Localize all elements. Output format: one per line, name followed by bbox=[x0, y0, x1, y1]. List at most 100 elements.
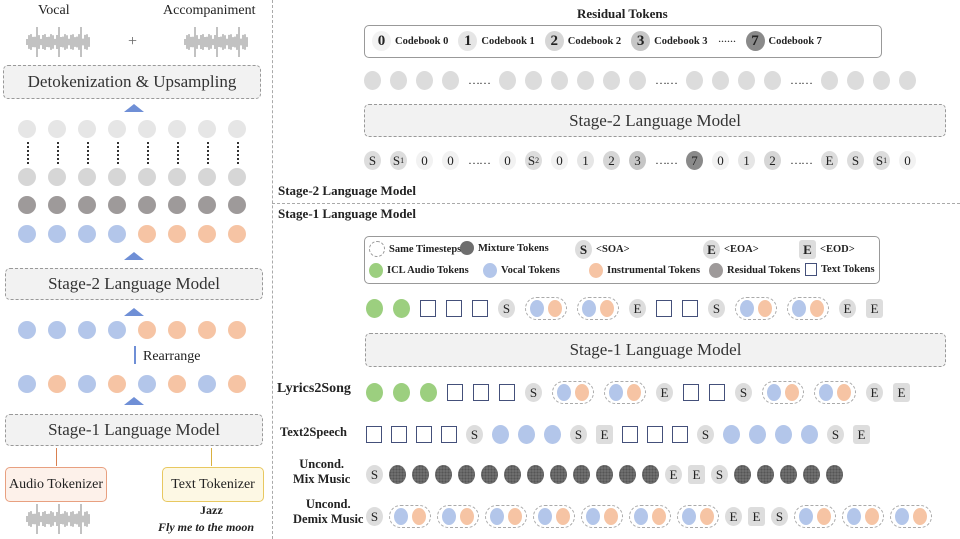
legend-text-tokens: Text Tokens bbox=[805, 263, 875, 276]
eod-icon: E bbox=[799, 240, 816, 259]
eod-token: E bbox=[893, 383, 910, 402]
residual-token bbox=[48, 120, 66, 138]
token-legend: Same Timesteps Mixture Tokens S <SOA> E <E… bbox=[364, 236, 880, 284]
instrumental-token bbox=[168, 225, 186, 243]
text-token bbox=[499, 384, 515, 401]
residual-token bbox=[138, 120, 156, 138]
text-token bbox=[622, 426, 638, 443]
genre-text: Jazz bbox=[200, 503, 223, 517]
eoa-token: E bbox=[665, 465, 682, 484]
legend-eod: E <EOD> bbox=[799, 240, 855, 259]
vocal-instrumental-pair bbox=[485, 505, 527, 528]
residual-token bbox=[78, 168, 96, 186]
left-panel-divider bbox=[272, 0, 273, 539]
stage1-section-label: Stage-1 Language Model bbox=[278, 206, 416, 221]
codebook-token-icon: 0 bbox=[372, 31, 391, 51]
ellipsis: …… bbox=[655, 153, 678, 167]
mixture-token bbox=[734, 465, 751, 484]
vocal-token bbox=[801, 425, 818, 444]
instrumental-token bbox=[198, 321, 216, 339]
legend-residual: Residual Tokens bbox=[709, 263, 800, 278]
instrumental-token bbox=[48, 375, 66, 393]
vocal-token bbox=[108, 321, 126, 339]
stage2-output-token bbox=[551, 71, 568, 90]
soa-token: S bbox=[735, 383, 752, 402]
rearrange-label: Rearrange bbox=[143, 349, 201, 364]
vocal-instrumental-pair bbox=[890, 505, 932, 528]
icl-audio-token bbox=[393, 299, 410, 318]
icl-audio-token bbox=[366, 383, 383, 402]
ellipsis: …… bbox=[655, 73, 678, 87]
stage2-output-token bbox=[847, 71, 864, 90]
residual-token bbox=[78, 196, 96, 214]
instrumental-token bbox=[412, 508, 426, 525]
codebook-legend bbox=[364, 25, 882, 58]
instrumental-token bbox=[556, 508, 570, 525]
text-token bbox=[682, 300, 698, 317]
vocal-instrumental-pair bbox=[735, 297, 777, 320]
legend-text: Instrumental Tokens bbox=[607, 265, 701, 276]
vocal-token bbox=[557, 384, 571, 401]
text-token-icon bbox=[805, 263, 817, 276]
legend-ellipsis: ······ bbox=[717, 33, 737, 48]
soa-token: S bbox=[570, 425, 587, 444]
codebook-label: Codebook 0 bbox=[395, 35, 449, 47]
vocal-instrumental-pair bbox=[389, 505, 431, 528]
residual-token bbox=[138, 196, 156, 214]
vocal-token bbox=[538, 508, 552, 525]
stage2-input-token: 2 bbox=[764, 151, 781, 170]
legend-text: Mixture Tokens bbox=[478, 242, 549, 254]
soa-token: S bbox=[525, 383, 542, 402]
task-label: Lyrics2Song bbox=[277, 381, 351, 396]
ellipsis-dots bbox=[117, 142, 119, 164]
icl-audio-token bbox=[393, 383, 410, 402]
stage2-output-token bbox=[712, 71, 729, 90]
instrumental-token bbox=[810, 300, 824, 317]
residual-token bbox=[228, 168, 246, 186]
codebook-legend-item: 7 Codebook 7 bbox=[745, 31, 822, 51]
vocal-token bbox=[749, 425, 766, 444]
residual-token bbox=[108, 168, 126, 186]
up-arrow-icon bbox=[124, 308, 144, 316]
eoa-token: E bbox=[656, 383, 673, 402]
task-label: Uncond. Demix Music bbox=[293, 497, 364, 526]
up-arrow-icon bbox=[124, 397, 144, 405]
vocal-instrumental-pair bbox=[525, 297, 567, 320]
residual-token bbox=[198, 120, 216, 138]
mixture-token bbox=[757, 465, 774, 484]
vocal-instrumental-pair bbox=[552, 381, 594, 404]
stage2-output-token bbox=[873, 71, 890, 90]
mixture-token bbox=[504, 465, 521, 484]
soa-token: S bbox=[771, 507, 788, 526]
mixture-token bbox=[550, 465, 567, 484]
stage2-output-token bbox=[764, 71, 781, 90]
residual-token bbox=[48, 168, 66, 186]
stage2-output-token bbox=[603, 71, 620, 90]
text-token bbox=[473, 384, 489, 401]
instrumental-token bbox=[108, 375, 126, 393]
vocal-instrumental-pair bbox=[577, 297, 619, 320]
residual-token bbox=[108, 120, 126, 138]
text-token bbox=[683, 384, 699, 401]
vocal-token bbox=[48, 321, 66, 339]
vocal-token bbox=[634, 508, 648, 525]
icl-token-icon bbox=[369, 263, 383, 278]
legend-eoa: E <EOA> bbox=[703, 240, 759, 259]
text-token bbox=[709, 384, 725, 401]
stage2-output-token bbox=[686, 71, 703, 90]
vocal-instrumental-pair bbox=[787, 297, 829, 320]
codebook-token-icon: 7 bbox=[745, 31, 765, 51]
codebook-token-icon: 3 bbox=[631, 31, 651, 51]
residual-token bbox=[228, 120, 246, 138]
residual-token bbox=[108, 196, 126, 214]
task-label: Text2Speech bbox=[280, 425, 347, 439]
soa-token: S bbox=[466, 425, 483, 444]
instrumental-token bbox=[785, 384, 799, 401]
vocal-token bbox=[847, 508, 861, 525]
instrumental-token bbox=[138, 321, 156, 339]
legend-mixture: Mixture Tokens bbox=[460, 241, 549, 255]
ellipsis: …… bbox=[468, 73, 491, 87]
